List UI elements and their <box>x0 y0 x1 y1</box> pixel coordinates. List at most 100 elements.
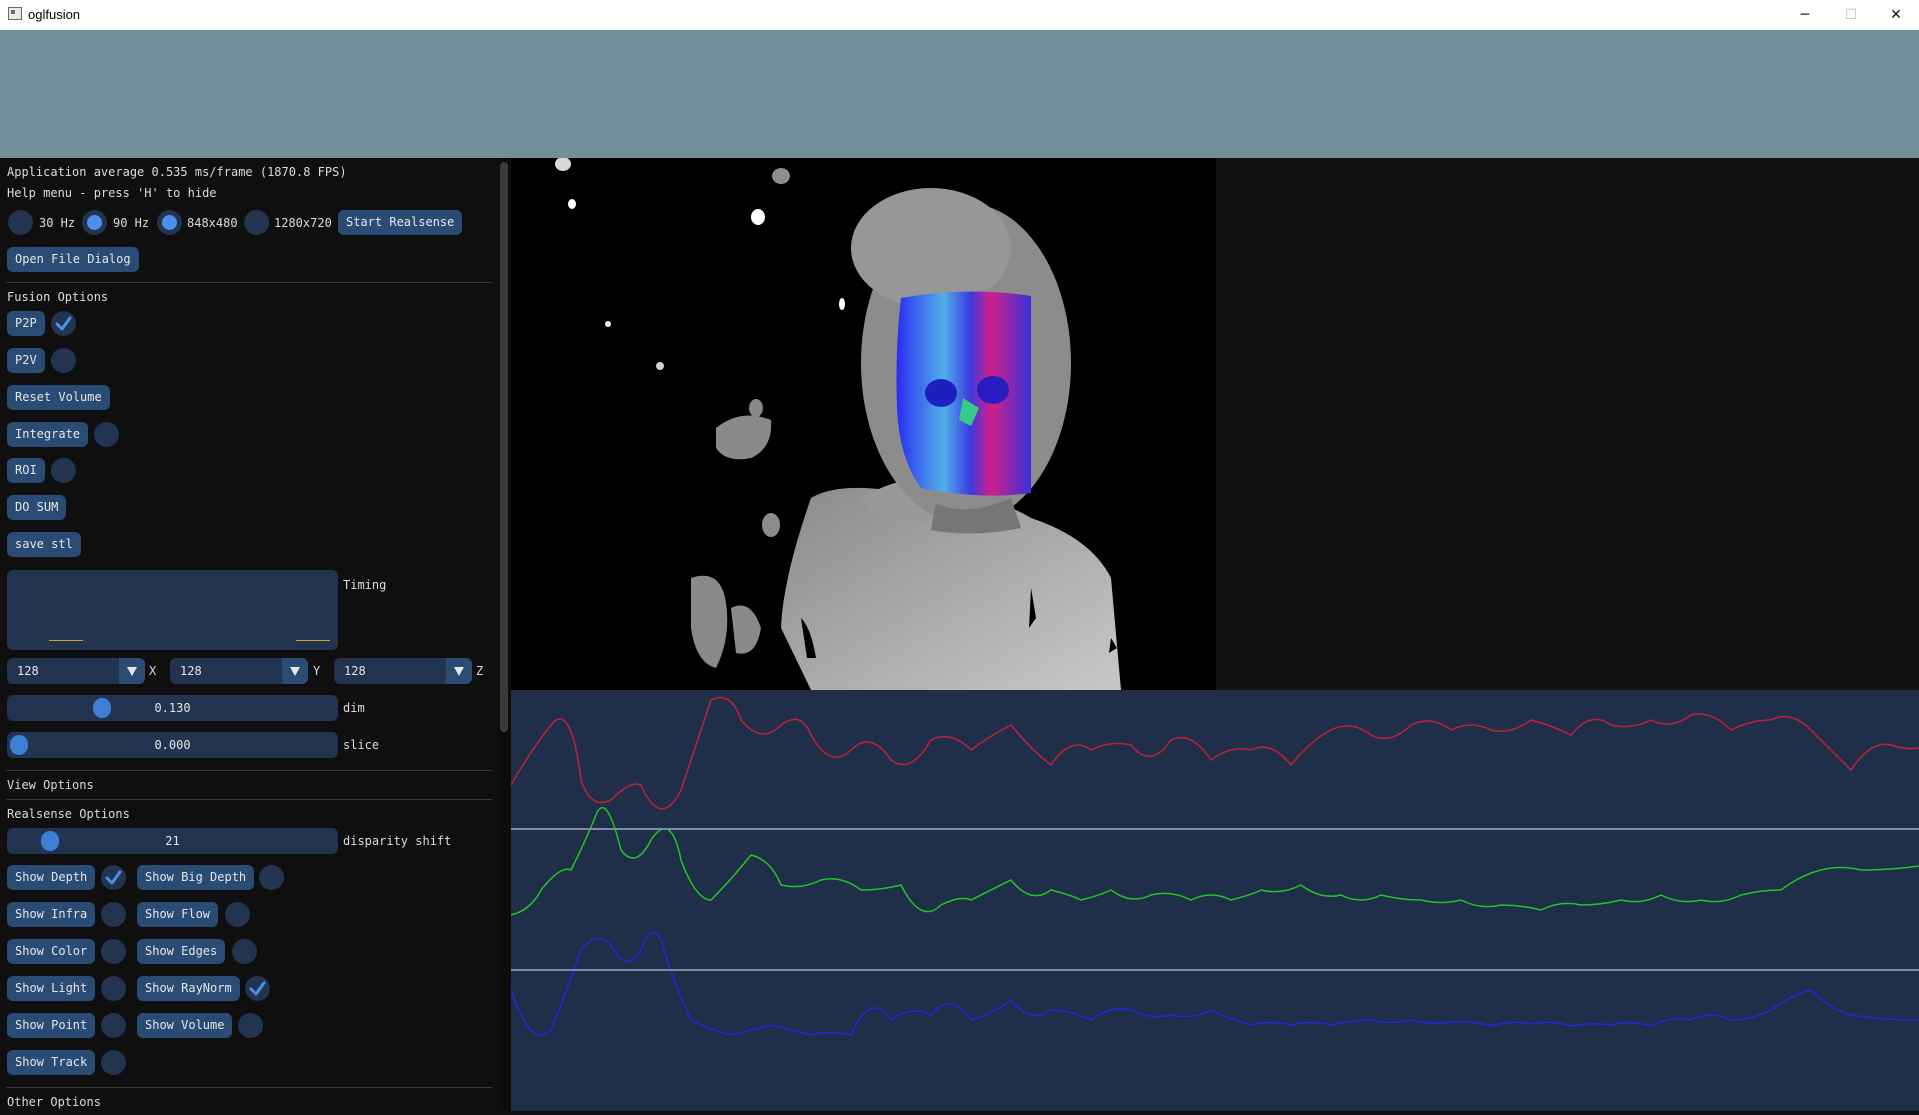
disparity-shift-value: 21 <box>165 834 180 848</box>
show-big-depth-checkbox[interactable] <box>259 865 284 890</box>
show-depth-checkbox[interactable] <box>101 865 126 890</box>
disparity-shift-slider[interactable]: 21 <box>7 828 338 854</box>
radio-1280x720[interactable] <box>244 210 269 235</box>
divider <box>6 770 492 771</box>
radio-848x480[interactable] <box>157 210 182 235</box>
show-flow-button[interactable]: Show Flow <box>137 902 219 927</box>
chevron-down-icon[interactable] <box>119 658 145 684</box>
show-light-button[interactable]: Show Light <box>7 976 96 1001</box>
show-raynorm-button[interactable]: Show RayNorm <box>137 976 240 1001</box>
show-infra-button[interactable]: Show Infra <box>7 902 96 927</box>
dim-y-value: 128 <box>180 664 202 678</box>
plot-divider <box>511 828 1919 830</box>
radio-1280x720-label: 1280x720 <box>274 216 332 230</box>
slider-grab[interactable] <box>40 831 59 851</box>
realsense-options-header[interactable]: Realsense Options <box>7 807 130 821</box>
radio-90hz[interactable] <box>82 210 107 235</box>
panel-scrollbar[interactable] <box>498 158 510 1111</box>
dim-y-select[interactable]: 128 <box>170 658 308 684</box>
roi-checkbox[interactable] <box>51 458 76 483</box>
secondary-view <box>1216 158 1919 690</box>
slice-slider-label: slice <box>343 738 380 752</box>
show-track-button[interactable]: Show Track <box>7 1050 96 1075</box>
dim-slider[interactable]: 0.130 <box>7 695 338 721</box>
integrate-checkbox[interactable] <box>94 422 119 447</box>
slice-slider-value: 0.000 <box>154 738 191 752</box>
show-volume-checkbox[interactable] <box>238 1013 263 1038</box>
show-edges-checkbox[interactable] <box>232 939 257 964</box>
chevron-down-icon[interactable] <box>282 658 308 684</box>
chevron-down-icon[interactable] <box>446 658 472 684</box>
fusion-options-header: Fusion Options <box>7 290 109 304</box>
timing-line <box>49 640 83 641</box>
close-button[interactable]: ✕ <box>1890 7 1902 23</box>
depth-image <box>555 158 1121 690</box>
check-icon <box>249 981 266 996</box>
show-color-button[interactable]: Show Color <box>7 939 96 964</box>
maximize-button[interactable]: ☐ <box>1844 7 1858 23</box>
dim-y-label: Y <box>313 664 321 678</box>
slider-grab[interactable] <box>10 735 28 755</box>
show-volume-button[interactable]: Show Volume <box>137 1013 233 1038</box>
timing-label: Timing <box>343 578 387 592</box>
integrate-button[interactable]: Integrate <box>7 422 89 447</box>
dim-slider-value: 0.130 <box>154 701 191 715</box>
radio-30hz-label: 30 Hz <box>39 216 76 230</box>
show-raynorm-checkbox[interactable] <box>245 976 270 1001</box>
signal-plots <box>510 690 1919 1111</box>
fps-readout: Application average 0.535 ms/frame (1870… <box>7 165 347 179</box>
signal-traces <box>510 696 1919 1036</box>
check-icon <box>105 870 122 885</box>
view-options-header[interactable]: View Options <box>7 778 94 792</box>
dim-z-label: Z <box>476 664 484 678</box>
timing-line <box>296 640 330 641</box>
divider <box>6 799 492 800</box>
radio-90hz-label: 90 Hz <box>113 216 150 230</box>
show-depth-button[interactable]: Show Depth <box>7 865 96 890</box>
background-band <box>0 30 1919 158</box>
blue-trace <box>510 931 1919 1036</box>
timing-plot <box>7 570 338 650</box>
p2p-checkbox[interactable] <box>51 311 76 336</box>
title-bar: oglfusion ─ ☐ ✕ <box>0 0 1919 30</box>
dim-x-label: X <box>149 664 157 678</box>
scrollbar-thumb[interactable] <box>500 162 508 732</box>
depth-image-view <box>511 158 1216 690</box>
show-big-depth-button[interactable]: Show Big Depth <box>137 865 255 890</box>
green-trace <box>510 807 1919 916</box>
p2v-button[interactable]: P2V <box>7 348 45 373</box>
show-infra-checkbox[interactable] <box>101 902 126 927</box>
show-point-button[interactable]: Show Point <box>7 1013 96 1038</box>
dim-x-select[interactable]: 128 <box>7 658 145 684</box>
show-point-checkbox[interactable] <box>101 1013 126 1038</box>
divider <box>6 282 492 283</box>
radio-848x480-label: 848x480 <box>187 216 238 230</box>
minimize-button[interactable]: ─ <box>1800 7 1810 23</box>
help-hint: Help menu - press 'H' to hide <box>7 186 217 200</box>
roi-button[interactable]: ROI <box>7 458 45 483</box>
reset-volume-button[interactable]: Reset Volume <box>7 385 110 410</box>
start-realsense-button[interactable]: Start Realsense <box>338 210 463 235</box>
p2p-button[interactable]: P2P <box>7 311 45 336</box>
show-flow-checkbox[interactable] <box>225 902 250 927</box>
show-track-checkbox[interactable] <box>101 1050 126 1075</box>
show-light-checkbox[interactable] <box>101 976 126 1001</box>
dim-x-value: 128 <box>17 664 39 678</box>
open-file-dialog-button[interactable]: Open File Dialog <box>7 247 139 272</box>
check-icon <box>55 316 72 331</box>
show-edges-button[interactable]: Show Edges <box>137 939 226 964</box>
dim-slider-label: dim <box>343 701 365 715</box>
save-stl-button[interactable]: save stl <box>7 532 81 557</box>
slice-slider[interactable]: 0.000 <box>7 732 338 758</box>
show-color-checkbox[interactable] <box>101 939 126 964</box>
red-trace <box>510 696 1919 810</box>
divider <box>6 1087 492 1088</box>
do-sum-button[interactable]: DO SUM <box>7 495 67 520</box>
p2v-checkbox[interactable] <box>51 348 76 373</box>
dim-z-value: 128 <box>344 664 366 678</box>
other-options-header[interactable]: Other Options <box>7 1095 101 1109</box>
radio-30hz[interactable] <box>8 210 33 235</box>
slider-grab[interactable] <box>92 698 111 718</box>
window-title: oglfusion <box>28 7 81 22</box>
dim-z-select[interactable]: 128 <box>334 658 472 684</box>
